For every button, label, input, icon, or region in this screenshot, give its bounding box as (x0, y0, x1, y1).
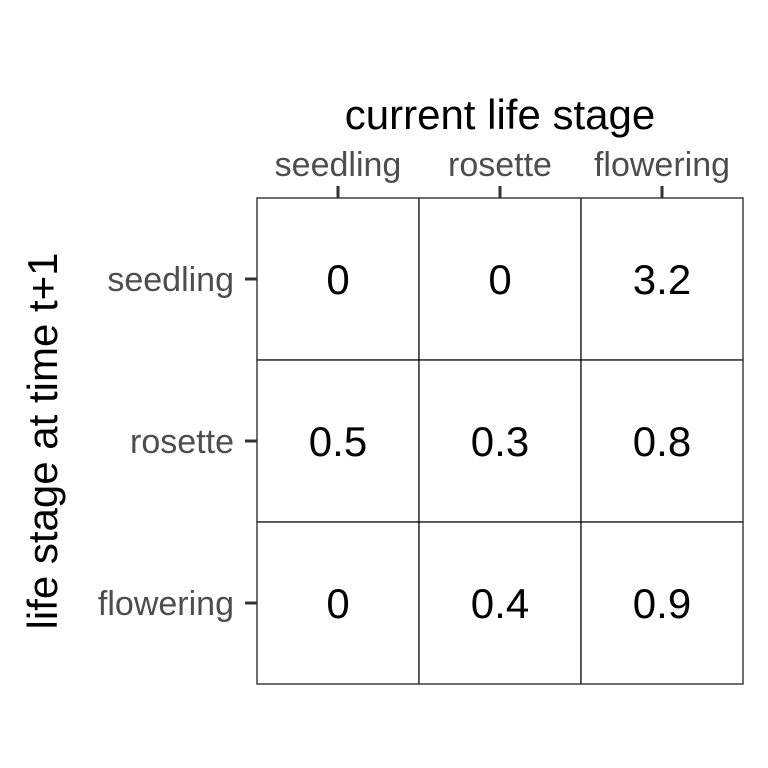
matrix-cells: 0 0 3.2 0.5 0.3 0.8 0 0.4 0.9 (256, 197, 744, 685)
cell-value-label: 0.3 (471, 418, 529, 465)
matrix-cell (256, 197, 420, 361)
x-tick-label: flowering (594, 146, 730, 184)
cell-value-label: 0.9 (633, 580, 691, 627)
cell-value-label: 0.8 (633, 418, 691, 465)
y-axis-ticks: seedling rosette flowering (98, 261, 257, 623)
x-axis-ticks: seedling rosette flowering (275, 146, 730, 198)
matrix-cell (256, 359, 420, 523)
matrix-cell (418, 359, 582, 523)
matrix-cell (418, 197, 582, 361)
x-tick-label: seedling (275, 146, 402, 184)
y-tick-label: flowering (98, 585, 234, 623)
y-tick-label: seedling (107, 261, 234, 299)
y-tick-label: rosette (130, 423, 234, 461)
cell-value-label: 3.2 (633, 256, 691, 303)
x-axis-title: current life stage (345, 91, 656, 138)
cell-value-label: 0 (326, 256, 349, 303)
cell-value-label: 0 (326, 580, 349, 627)
y-axis-title: life stage at time t+1 (19, 252, 66, 629)
cell-value-label: 0.4 (471, 580, 529, 627)
matrix-cell (580, 359, 744, 523)
x-tick-label: rosette (448, 146, 552, 184)
matrix-cell (418, 521, 582, 685)
cell-value-label: 0.5 (309, 418, 367, 465)
cell-value-label: 0 (488, 256, 511, 303)
